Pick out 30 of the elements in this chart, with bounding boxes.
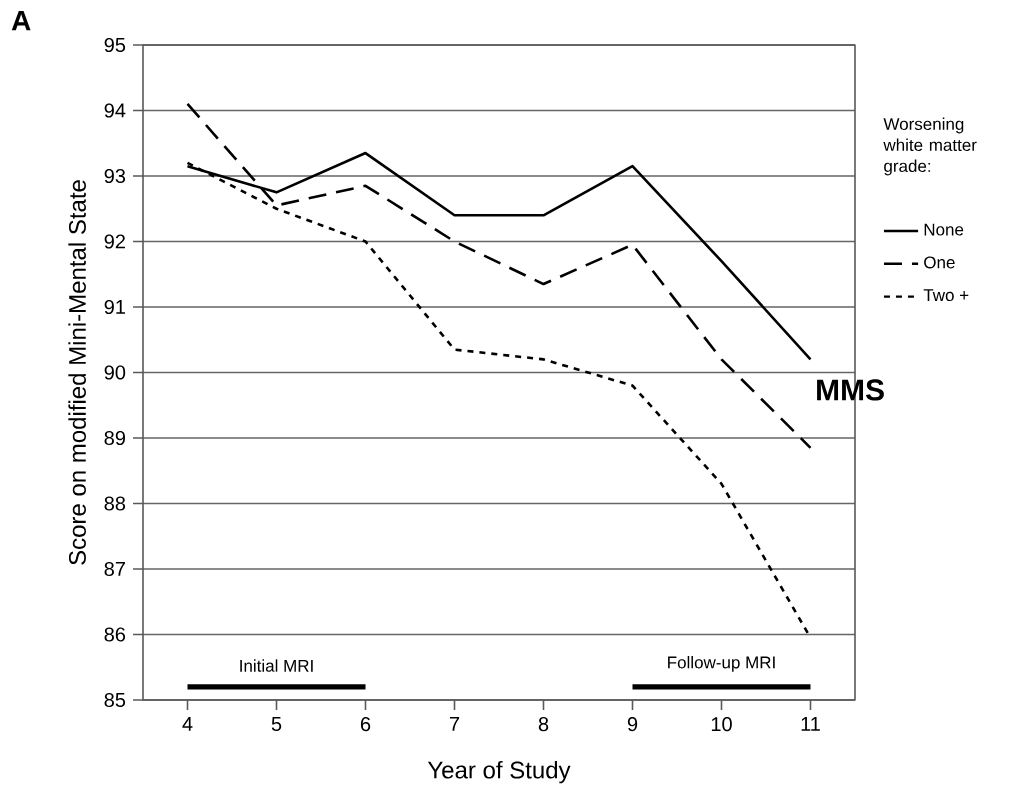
line-series (186, 102, 812, 450)
legend-label: Two + (923, 289, 969, 302)
legend-label: None (924, 223, 964, 236)
text: A (11, 11, 31, 31)
y-axis-title: Score on modified Mini-Mental State (68, 180, 86, 565)
annotation: Follow-up MRI (668, 655, 775, 672)
x-tick-label: 9 (627, 717, 638, 732)
x-tick-label: 8 (538, 717, 549, 732)
y-tick-label: 90 (104, 365, 126, 380)
y-tick-label: 86 (104, 627, 126, 642)
x-axis-title: Year of Study (427, 760, 571, 784)
legend-title: Worsening white matter grade: (883, 117, 977, 176)
x-tick-label: 5 (271, 717, 282, 731)
y-tick-label: 93 (104, 168, 126, 184)
y-tick-label: 95 (104, 37, 126, 53)
y-tick-label: 91 (104, 299, 125, 315)
annotation: Initial MRI (240, 659, 313, 672)
x-tick-label: 4 (182, 717, 193, 731)
y-tick-label: 94 (104, 103, 126, 118)
x-tick-label: 10 (711, 717, 732, 732)
y-tick-label: 89 (104, 430, 126, 446)
legend-label: One (924, 256, 955, 269)
x-tick-label: 11 (801, 717, 820, 731)
x-tick-label: 7 (449, 717, 460, 731)
y-tick-label: 85 (104, 692, 126, 708)
y-tick-label: 92 (104, 234, 125, 249)
y-tick-label: 87 (104, 561, 125, 577)
x-tick-label: 6 (360, 717, 371, 732)
annotation: MMS (817, 379, 884, 401)
y-tick-label: 88 (104, 496, 126, 511)
